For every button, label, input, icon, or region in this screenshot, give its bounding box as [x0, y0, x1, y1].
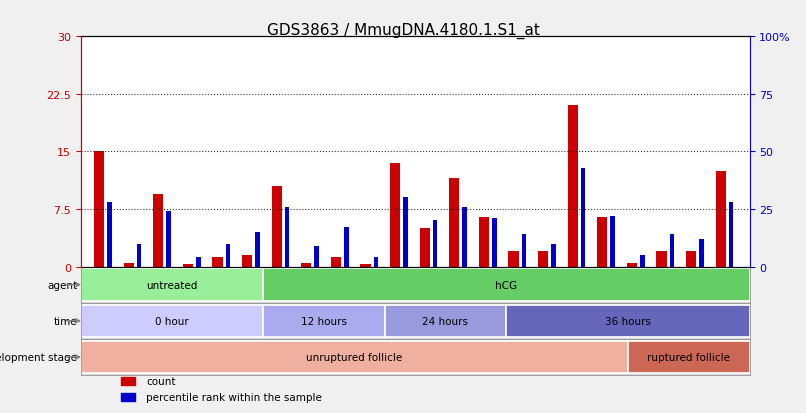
- Bar: [699, 239, 704, 267]
- Bar: [242, 255, 252, 267]
- Text: agent: agent: [47, 280, 77, 290]
- Bar: [463, 207, 467, 267]
- Bar: [153, 194, 164, 267]
- Bar: [449, 179, 459, 267]
- Text: development stage: development stage: [0, 352, 77, 362]
- Bar: [183, 265, 193, 267]
- Text: 36 hours: 36 hours: [605, 316, 651, 326]
- Bar: [670, 235, 674, 267]
- Bar: [123, 263, 134, 267]
- Text: time: time: [54, 316, 77, 326]
- Bar: [226, 244, 231, 267]
- Bar: [640, 255, 645, 267]
- Text: percentile rank within the sample: percentile rank within the sample: [146, 392, 322, 402]
- Bar: [314, 246, 319, 267]
- Bar: [384, 305, 506, 337]
- Bar: [256, 233, 260, 267]
- Bar: [373, 258, 378, 267]
- Bar: [567, 106, 578, 267]
- Bar: [420, 229, 430, 267]
- Bar: [628, 341, 750, 373]
- Bar: [403, 198, 408, 267]
- Bar: [81, 341, 628, 373]
- Bar: [433, 221, 438, 267]
- Bar: [285, 207, 289, 267]
- Text: ruptured follicle: ruptured follicle: [647, 352, 730, 362]
- Bar: [137, 244, 141, 267]
- Bar: [94, 152, 104, 267]
- Bar: [729, 202, 733, 267]
- Text: GDS3863 / MmugDNA.4180.1.S1_at: GDS3863 / MmugDNA.4180.1.S1_at: [267, 23, 539, 39]
- Text: unruptured follicle: unruptured follicle: [306, 352, 402, 362]
- Bar: [390, 164, 401, 267]
- Bar: [196, 258, 201, 267]
- Bar: [551, 244, 556, 267]
- Bar: [581, 168, 585, 267]
- Bar: [506, 305, 750, 337]
- Text: 0 hour: 0 hour: [155, 316, 189, 326]
- Text: untreated: untreated: [146, 280, 197, 290]
- Text: hCG: hCG: [495, 280, 517, 290]
- Bar: [330, 258, 341, 267]
- Bar: [360, 265, 371, 267]
- Bar: [121, 377, 135, 386]
- Bar: [301, 264, 311, 267]
- Text: 12 hours: 12 hours: [301, 316, 347, 326]
- Bar: [492, 218, 496, 267]
- Bar: [610, 216, 615, 267]
- Bar: [627, 263, 637, 267]
- Bar: [686, 252, 696, 267]
- Bar: [272, 187, 282, 267]
- Bar: [81, 305, 263, 337]
- Bar: [212, 258, 222, 267]
- Bar: [509, 252, 519, 267]
- Bar: [521, 235, 526, 267]
- Bar: [479, 217, 489, 267]
- Bar: [166, 212, 171, 267]
- Bar: [263, 269, 750, 301]
- Text: 24 hours: 24 hours: [422, 316, 468, 326]
- Bar: [121, 393, 135, 401]
- Text: count: count: [146, 376, 176, 387]
- Bar: [656, 252, 667, 267]
- Bar: [597, 217, 608, 267]
- Bar: [81, 269, 263, 301]
- Bar: [344, 228, 349, 267]
- Bar: [538, 252, 548, 267]
- Bar: [263, 305, 384, 337]
- Bar: [716, 171, 726, 267]
- Bar: [107, 202, 112, 267]
